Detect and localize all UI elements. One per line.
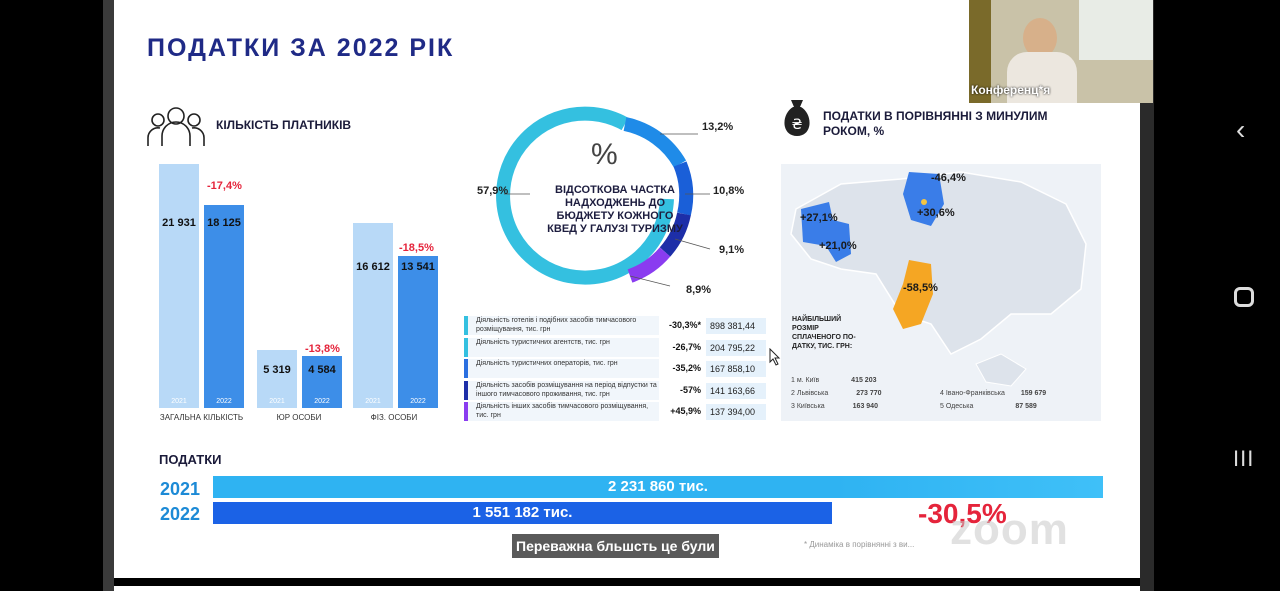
biggest-label: НАЙБІЛЬШИЙ РОЗМІР СПЛАЧЕНОГО ПО- ДАТКУ, … [792, 316, 856, 350]
label-legal: ЮР ОСОБИ [276, 413, 322, 422]
map-pct-4: +21,0% [819, 240, 857, 252]
footnote: * Динаміка в порівнянні з ви... [804, 540, 915, 549]
change-legal: -13,8% [305, 343, 340, 355]
percent-symbol: % [591, 138, 618, 171]
tax-change: -30,5% [918, 498, 1007, 529]
svg-text:₴: ₴ [792, 117, 803, 133]
ring-label-1: 57,9% [477, 185, 509, 197]
taxes-heading: ПОДАТКИ [159, 452, 222, 467]
tax-bar-2022: 1 551 182 тис. [213, 502, 832, 524]
payers-heading: КІЛЬКІСТЬ ПЛАТНИКІВ [216, 118, 352, 132]
left-frame [103, 0, 114, 591]
person-body [1007, 52, 1077, 103]
webcam-label: Конференц*я [971, 83, 1051, 97]
ukraine-map [781, 164, 1101, 421]
label-total: ЗАГАЛЬНА КІЛЬКІСТЬ [159, 413, 244, 422]
flag [969, 0, 991, 103]
money-bag-icon: ₴ [784, 100, 810, 136]
webcam-thumbnail[interactable]: Конференц*я [969, 0, 1153, 103]
ring-center-text: ВІДСОТКОВА ЧАСТКА НАДХОДЖЕНЬ ДО БЮДЖЕТУ … [547, 184, 683, 235]
map-pct-1: -46,4% [931, 172, 966, 184]
region-legend-4: 4 Івано-Франківська 159 679 [940, 390, 1047, 397]
activity-row: Діяльність готелів і подібних засобів ти… [464, 316, 766, 335]
right-frame [1140, 0, 1154, 591]
bar-individual-2021: 16 612 2021 [353, 223, 393, 408]
bar-legal-2022: 4 584 2022 [302, 356, 342, 408]
activity-row: Діяльність туристичних операторів, тис. … [464, 359, 766, 378]
people-icon [147, 107, 205, 146]
bar-legal-2021: 5 319 2021 [257, 350, 297, 408]
zoom-watermark: zoom [950, 505, 1069, 554]
ring-label-5: 8,9% [686, 284, 712, 296]
tax-year-2022: 2022 [160, 504, 201, 524]
map-pct-5: -58,5% [903, 282, 938, 294]
region-legend-1: 1 м. Київ 415 203 [791, 377, 877, 384]
activity-row: Діяльність інших засобів тимчасового роз… [464, 402, 766, 421]
window-bg [1079, 0, 1153, 60]
cursor-icon [769, 348, 781, 366]
share-ring-chart [496, 106, 711, 287]
region-legend-5: 5 Одеська 87 589 [940, 403, 1037, 410]
map-pct-2: +30,6% [917, 207, 955, 219]
home-icon[interactable] [1234, 287, 1254, 307]
tax-year-2021: 2021 [160, 479, 201, 499]
activity-row: Діяльність туристичних агентств, тис. гр… [464, 338, 766, 357]
slide-title: ПОДАТКИ ЗА 2022 РІК [147, 34, 455, 62]
ring-label-4: 9,1% [719, 244, 745, 256]
ring-label-3: 10,8% [713, 185, 745, 197]
slide-bottom-strip [114, 586, 1140, 591]
change-total: -17,4% [207, 180, 242, 192]
region-legend-3: 3 Київська 163 940 [791, 403, 878, 410]
change-individual: -18,5% [399, 242, 434, 254]
bar-individual-2022: 13 541 2022 [398, 256, 438, 408]
ring-label-2: 13,2% [702, 121, 734, 133]
live-caption: Переважна бльшсть це були [512, 534, 719, 558]
label-individual: ФІЗ. ОСОБИ [370, 413, 418, 422]
back-icon[interactable]: ‹ [1236, 114, 1246, 145]
recents-icon[interactable]: III [1233, 446, 1255, 471]
bar-total-2021: 21 931 2021 [159, 164, 199, 408]
map-pct-3: +27,1% [800, 212, 838, 224]
activity-row: Діяльність засобів розміщування на періо… [464, 381, 766, 400]
bar-total-2022: 18 125 2022 [204, 205, 244, 408]
presentation-slide: ПОДАТКИ ЗА 2022 РІК КІЛЬКІСТЬ ПЛАТНИКІВ … [114, 0, 1140, 578]
region-legend-2: 2 Львівська 273 770 [791, 390, 882, 397]
tax-bar-2021: 2 231 860 тис. [213, 476, 1103, 498]
person-head [1023, 18, 1057, 58]
compare-heading: ПОДАТКИ В ПОРІВНЯННІ З МИНУЛИМ РОКОМ, % [823, 109, 1048, 138]
